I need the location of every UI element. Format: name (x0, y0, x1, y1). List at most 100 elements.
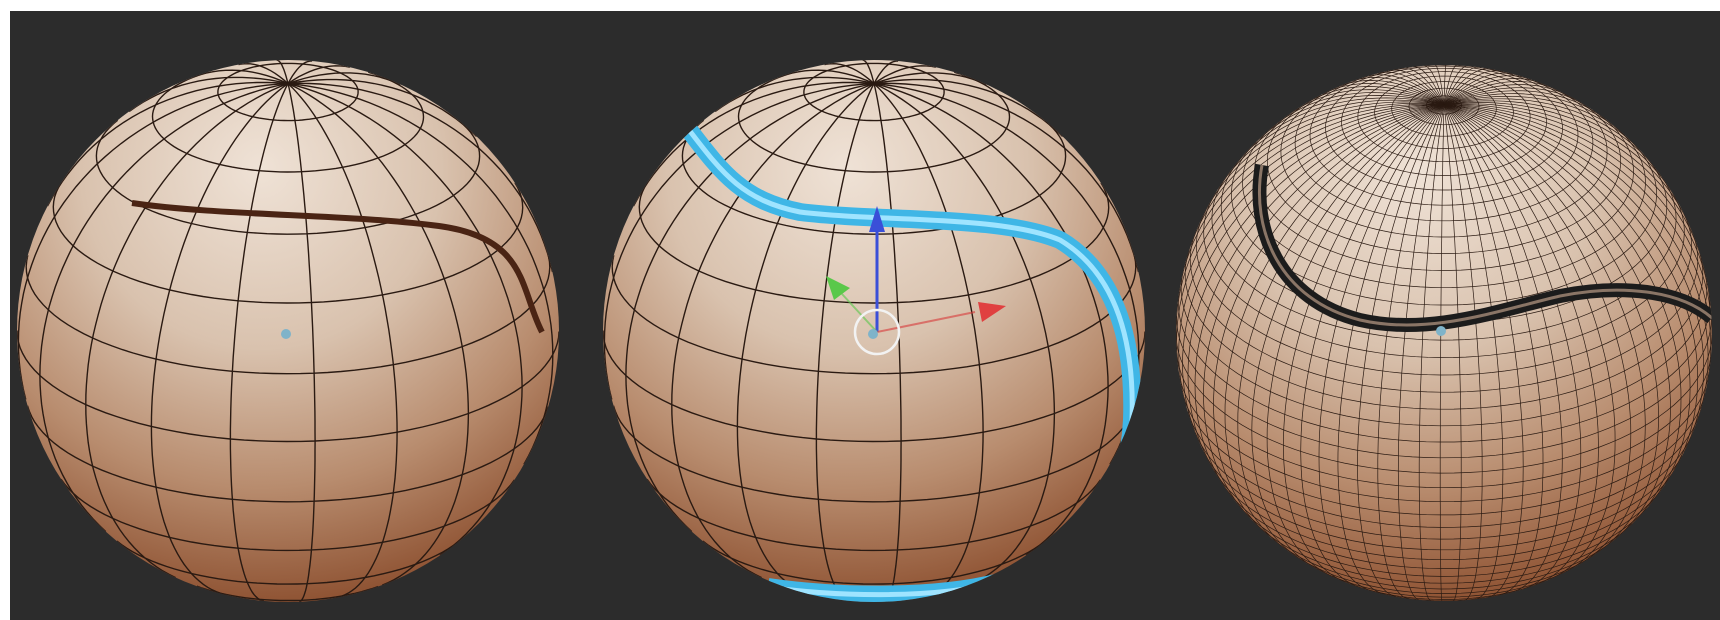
mesh-edge (128, 76, 289, 113)
mesh-edge (1203, 452, 1683, 551)
mesh-edge (612, 405, 1135, 503)
mesh-edge (1200, 101, 1445, 222)
mesh-edge (873, 60, 899, 84)
mesh-edge (873, 83, 902, 602)
mesh-edge (671, 82, 875, 579)
mesh-edge (229, 83, 289, 602)
mesh-edge (736, 83, 875, 596)
mesh-edge (39, 82, 289, 533)
mesh-edge (1443, 103, 1711, 307)
mesh-edge (287, 65, 351, 85)
mesh-edge (1266, 104, 1445, 578)
mesh-edge (1337, 104, 1445, 595)
mesh-edge (1443, 75, 1529, 105)
mesh-edge (873, 72, 987, 86)
origin-dot (281, 329, 291, 339)
mesh-edge (1439, 104, 1445, 601)
mesh-edge (1363, 74, 1445, 105)
mesh-edge (1443, 95, 1639, 149)
mesh-edge (1377, 104, 1445, 600)
mesh-edge (1443, 72, 1514, 105)
mesh-edge (1443, 104, 1483, 601)
mesh-edge (287, 82, 523, 556)
mesh-edge (287, 78, 478, 138)
mesh-edge (815, 83, 875, 602)
mesh-edge (1443, 68, 1493, 105)
mesh-edge (1443, 104, 1646, 564)
mesh-edge (1353, 77, 1445, 105)
mesh-grid (17, 60, 559, 602)
mesh-edge (116, 540, 459, 585)
mesh-edge (1418, 104, 1445, 601)
mesh-edge (632, 81, 875, 207)
mesh-edge (1176, 104, 1445, 369)
gizmo-z-arrow (869, 206, 885, 232)
mesh-edge (873, 65, 937, 85)
mesh-edge (1443, 104, 1671, 539)
mesh-edge (1182, 104, 1445, 442)
mesh-edge (25, 255, 551, 375)
mesh-edge (1443, 65, 1458, 105)
mesh-edge (1413, 66, 1445, 105)
mesh-edge (1322, 83, 1445, 105)
mesh-edge (1194, 432, 1692, 540)
mesh-edge (1424, 65, 1445, 105)
gizmo-y-arrow (826, 276, 850, 300)
origin-dot (868, 329, 878, 339)
mesh-edge (1186, 102, 1445, 257)
mesh-edge (1225, 488, 1660, 569)
mesh-edge (714, 76, 875, 113)
mesh-edge (46, 81, 289, 207)
mesh-edge (60, 478, 515, 552)
seam-groove (131, 200, 545, 334)
mesh-edge (1443, 104, 1563, 594)
mesh-edge (1443, 90, 1606, 119)
mesh-edge (1443, 78, 1544, 105)
mesh-edge (287, 82, 554, 273)
mesh-edge (1443, 104, 1691, 507)
mesh-edge (287, 60, 313, 84)
mesh-edge (1443, 100, 1677, 200)
mesh-edge (276, 60, 289, 84)
mesh-grid (1176, 65, 1712, 601)
mesh-edge (1224, 104, 1445, 548)
mesh-edge (1443, 70, 1503, 105)
mesh-edge (1283, 104, 1445, 583)
mesh-edge (873, 82, 1109, 556)
mesh-edge (1196, 210, 1692, 376)
mesh-edge (873, 82, 1056, 586)
mesh-edge (1443, 104, 1599, 586)
sphere-low-poly (17, 60, 559, 602)
mesh-edge (238, 62, 289, 85)
mesh-edge (873, 78, 1064, 138)
gizmo-x-arrow (978, 302, 1006, 322)
mesh-edge (1213, 104, 1445, 536)
mesh-edge (17, 330, 559, 443)
mesh-edge (1443, 104, 1616, 580)
mesh-edge (1443, 104, 1462, 601)
mesh-edge (1443, 104, 1659, 555)
mesh-edge (1242, 123, 1646, 289)
mesh-edge (1307, 86, 1445, 105)
mesh-edge (1211, 173, 1677, 341)
mesh-edge (779, 69, 875, 85)
mesh-edge (1189, 229, 1699, 393)
mesh-edge (1237, 104, 1445, 562)
mesh-edge (611, 255, 1137, 375)
mesh-edge (1397, 104, 1445, 601)
mesh-edge (287, 82, 554, 465)
mesh-edge (702, 540, 1045, 585)
mesh-edge (1292, 89, 1445, 113)
mesh-edge (95, 119, 481, 235)
mesh-edge (1443, 104, 1705, 453)
mesh-edge (646, 478, 1101, 552)
gizmo-x-axis (876, 311, 976, 333)
mesh-edge (1443, 65, 1447, 105)
mesh-edge (52, 181, 524, 304)
mesh-edge (1300, 104, 1445, 588)
mesh-edge (1378, 71, 1445, 105)
mesh-edge (287, 72, 401, 86)
mesh-edge (287, 83, 316, 602)
